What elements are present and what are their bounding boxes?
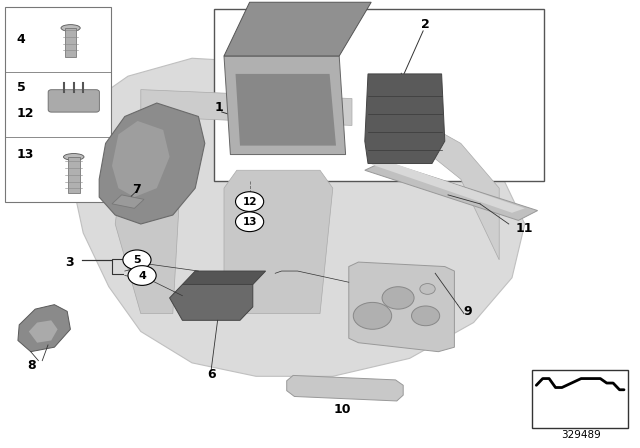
Text: 5: 5 [17,82,26,95]
Ellipse shape [63,154,84,160]
Circle shape [382,287,414,309]
Circle shape [420,284,435,294]
Polygon shape [224,2,371,56]
Circle shape [236,192,264,211]
Text: 10: 10 [333,403,351,417]
Polygon shape [365,161,538,220]
Polygon shape [365,74,445,164]
Bar [68,157,79,193]
Circle shape [236,212,264,232]
Polygon shape [349,262,454,352]
Ellipse shape [61,25,80,31]
Polygon shape [236,74,336,146]
Polygon shape [287,375,403,401]
Circle shape [123,250,151,270]
Polygon shape [18,305,70,352]
Circle shape [412,306,440,326]
FancyBboxPatch shape [48,90,99,112]
Polygon shape [224,56,346,155]
Text: 2: 2 [421,18,430,31]
Polygon shape [115,125,179,314]
Text: 329489: 329489 [561,430,601,439]
Text: 13: 13 [243,217,257,227]
Bar [65,28,76,57]
Text: 4: 4 [17,33,26,46]
Text: 3: 3 [65,255,74,269]
Polygon shape [74,58,525,376]
Text: 12: 12 [243,197,257,207]
Polygon shape [397,108,499,260]
Text: 13: 13 [17,148,34,161]
Text: 7: 7 [132,182,141,196]
Text: 5: 5 [133,255,141,265]
FancyBboxPatch shape [214,9,544,181]
Text: 1: 1 [214,101,223,114]
FancyBboxPatch shape [532,370,628,428]
Polygon shape [371,160,525,213]
Text: 6: 6 [207,367,216,381]
Circle shape [128,266,156,285]
Polygon shape [141,90,352,125]
Circle shape [353,302,392,329]
Polygon shape [182,271,266,284]
Polygon shape [112,121,170,197]
Text: 12: 12 [17,108,34,121]
Text: 4: 4 [138,271,146,280]
FancyBboxPatch shape [5,7,111,202]
Polygon shape [224,170,333,314]
Polygon shape [112,195,144,208]
Polygon shape [170,284,253,320]
Polygon shape [29,320,58,343]
Text: 9: 9 [463,305,472,318]
Polygon shape [99,103,205,224]
Text: 11: 11 [516,222,534,235]
Text: 8: 8 [28,358,36,372]
